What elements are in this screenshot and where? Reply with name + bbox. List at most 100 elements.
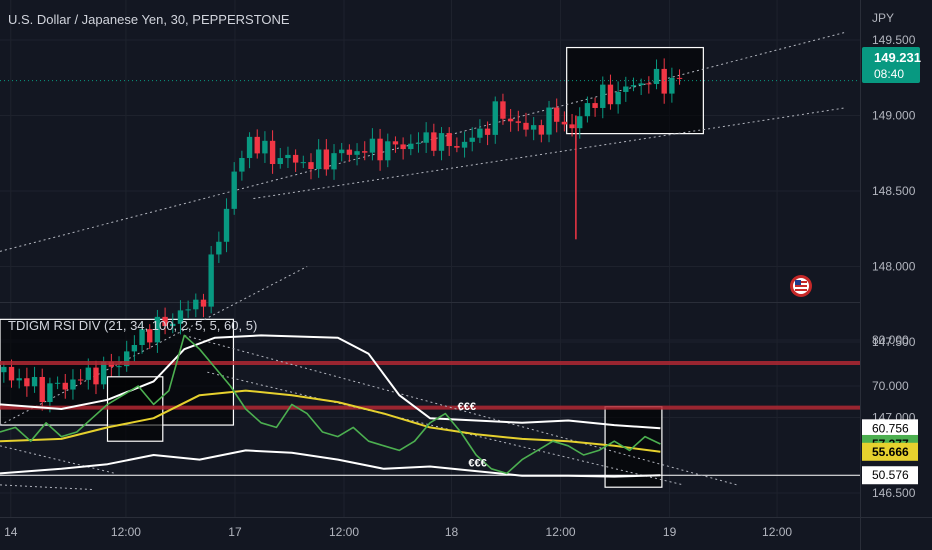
candle-body <box>254 136 260 154</box>
candle-body <box>285 154 291 159</box>
candle-body <box>162 316 168 327</box>
channel-upper <box>0 31 845 252</box>
price-tick-label: 148.000 <box>872 260 916 274</box>
rsi-value-tag-label: 50.576 <box>872 468 909 482</box>
candle-body <box>492 101 498 135</box>
candle-body <box>638 83 644 86</box>
candle-body <box>454 146 460 148</box>
candle-body <box>200 299 207 307</box>
price-chart-title: U.S. Dollar / Japanese Yen, 30, PEPPERST… <box>8 12 290 27</box>
time-tick-label: 12:00 <box>111 525 141 539</box>
candle-body <box>469 137 475 142</box>
time-tick-label: 12:00 <box>762 525 792 539</box>
rsi-value-tag-label: 55.666 <box>872 445 909 459</box>
time-axis[interactable]: 14 12:00 17 12:00 18 12:00 19 12:00 <box>4 525 792 539</box>
time-tick-label: 19 <box>663 525 677 539</box>
candle-body <box>446 133 452 147</box>
candle-body <box>538 125 545 135</box>
last-price-tag: 149.231 08:40 <box>862 47 921 83</box>
rsi-series-line <box>0 334 661 475</box>
candle-body <box>1 366 7 373</box>
candle-body <box>623 86 629 92</box>
time-tick-label: 18 <box>445 525 459 539</box>
candle-body <box>515 121 521 123</box>
candle-body <box>16 378 22 381</box>
candle-body <box>331 153 337 170</box>
candle-body <box>323 149 330 170</box>
candle-body <box>676 77 683 79</box>
price-tick-label: 149.000 <box>872 109 916 123</box>
candle-body <box>423 132 429 143</box>
candle-body <box>54 382 61 384</box>
time-tick-label: 14 <box>4 525 18 539</box>
candle-body <box>269 140 276 165</box>
candle-body <box>630 85 637 87</box>
candle-body <box>100 361 107 385</box>
time-tick-label: 12:00 <box>329 525 359 539</box>
candle-body <box>8 366 15 381</box>
rsi-trendline <box>207 371 684 486</box>
candle-body <box>369 138 376 153</box>
candle-body <box>362 151 368 153</box>
rsi-series-line <box>0 449 661 478</box>
rsi-trendline <box>0 484 93 490</box>
candle-body <box>484 128 491 135</box>
candle-body <box>600 84 606 108</box>
price-tick-label: 149.500 <box>872 33 916 47</box>
candle-body <box>500 101 506 119</box>
candle-body <box>592 103 598 108</box>
divergence-label: €€€ <box>458 401 476 413</box>
candle-body <box>116 366 122 368</box>
candle-body <box>661 68 667 94</box>
candle-body <box>77 379 84 381</box>
rsi-trendline <box>184 334 738 486</box>
candle-body <box>354 151 360 155</box>
time-tick-label: 17 <box>228 525 242 539</box>
rsi-pane: €€€ €€€ <box>0 334 860 490</box>
candle-body <box>70 379 76 390</box>
candle-body <box>277 158 283 165</box>
candle-body <box>523 122 529 130</box>
candle-body <box>185 309 191 311</box>
price-tick-label: 148.500 <box>872 184 916 198</box>
rsi-tick-label: 80.000 <box>872 333 909 347</box>
candle-body <box>377 138 383 161</box>
candle-body <box>461 141 468 148</box>
price-tick-label: 146.500 <box>872 486 916 500</box>
candle-body <box>154 316 161 343</box>
candle-body <box>292 154 299 163</box>
candle-body <box>139 329 145 346</box>
candle-body <box>400 144 406 150</box>
candle-body <box>216 241 222 255</box>
candle-body <box>646 83 652 85</box>
currency-label: JPY <box>872 11 894 25</box>
candle-body <box>300 162 306 164</box>
candle-body <box>569 124 575 129</box>
candle-body <box>262 140 268 154</box>
us-flag-icon[interactable] <box>790 275 812 297</box>
candle-body <box>208 254 214 307</box>
candle-body <box>584 103 591 117</box>
candle-body <box>507 118 514 122</box>
rsi-value-tag <box>862 466 918 485</box>
candle-body <box>62 382 68 390</box>
candle-body <box>385 141 391 161</box>
candle-body <box>170 323 176 327</box>
candle-body <box>147 329 153 343</box>
candle-body <box>231 171 237 209</box>
candle-body <box>669 77 675 94</box>
candle-body <box>39 376 45 402</box>
candle-body <box>408 143 414 150</box>
candle-body <box>31 376 38 387</box>
candle-body <box>392 141 399 145</box>
candle-body <box>339 149 345 154</box>
candle-body <box>653 68 660 85</box>
candle-body <box>431 132 437 151</box>
rsi-indicator-title: TDIGM RSI DIV (21, 34, 100, 2, 5, 5, 60,… <box>8 318 257 333</box>
candle-body <box>554 107 560 122</box>
candle-body <box>239 157 245 172</box>
divergence-label: €€€ <box>468 458 486 470</box>
candle-body <box>193 299 199 310</box>
